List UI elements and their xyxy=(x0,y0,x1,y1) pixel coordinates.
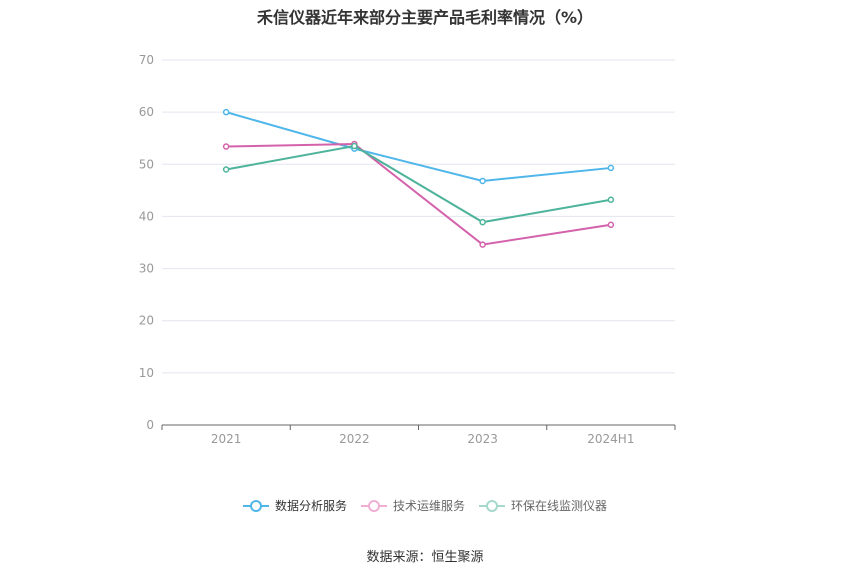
legend-item-data-analysis[interactable]: 数据分析服务 xyxy=(242,497,347,514)
data-point xyxy=(222,166,230,173)
series-line-1 xyxy=(225,111,611,182)
legend-marker-icon xyxy=(242,499,269,512)
y-tick-label: 60 xyxy=(139,105,154,119)
data-point xyxy=(222,108,230,116)
data-point xyxy=(607,196,615,203)
x-tick-label: 2024H1 xyxy=(587,432,634,446)
chart-legend: 数据分析服务 技术运维服务 环保在线监测仪器 xyxy=(0,497,850,514)
legend-label: 数据分析服务 xyxy=(274,499,347,513)
y-tick-label: 50 xyxy=(139,157,154,171)
y-tick-label: 40 xyxy=(139,209,154,223)
chart-title: 禾信仪器近年来部分主要产品毛利率情况（%） xyxy=(256,8,594,27)
legend-marker-icon xyxy=(360,499,387,512)
y-tick-label: 30 xyxy=(139,262,154,276)
y-tick-label: 0 xyxy=(146,418,154,432)
data-point xyxy=(479,177,486,185)
x-tick-label: 2023 xyxy=(467,432,498,446)
series-line-2 xyxy=(226,142,612,246)
x-tick-label: 2021 xyxy=(211,432,242,446)
data-point xyxy=(222,143,230,150)
legend-label: 技术运维服务 xyxy=(392,499,465,513)
data-point xyxy=(479,241,486,248)
series-line-3 xyxy=(225,144,612,224)
data-source: 数据来源：恒生聚源 xyxy=(366,550,484,565)
y-tick-label: 70 xyxy=(139,53,154,67)
data-point xyxy=(351,142,358,150)
data-point xyxy=(607,221,615,229)
legend-label: 环保在线监测仪器 xyxy=(511,499,608,513)
y-tick-label: 10 xyxy=(139,366,154,380)
data-point xyxy=(479,218,486,226)
line-chart: 0 10 20 30 40 50 60 70 2021 2022 2023 2024H1 xyxy=(139,53,676,446)
legend-marker-icon xyxy=(479,499,505,512)
legend-item-env-monitor[interactable]: 环保在线监测仪器 xyxy=(479,497,607,514)
x-tick-label: 2022 xyxy=(339,432,370,446)
data-point xyxy=(607,164,615,172)
y-tick-label: 20 xyxy=(139,314,154,328)
legend-item-tech-ops[interactable]: 技术运维服务 xyxy=(360,497,465,514)
